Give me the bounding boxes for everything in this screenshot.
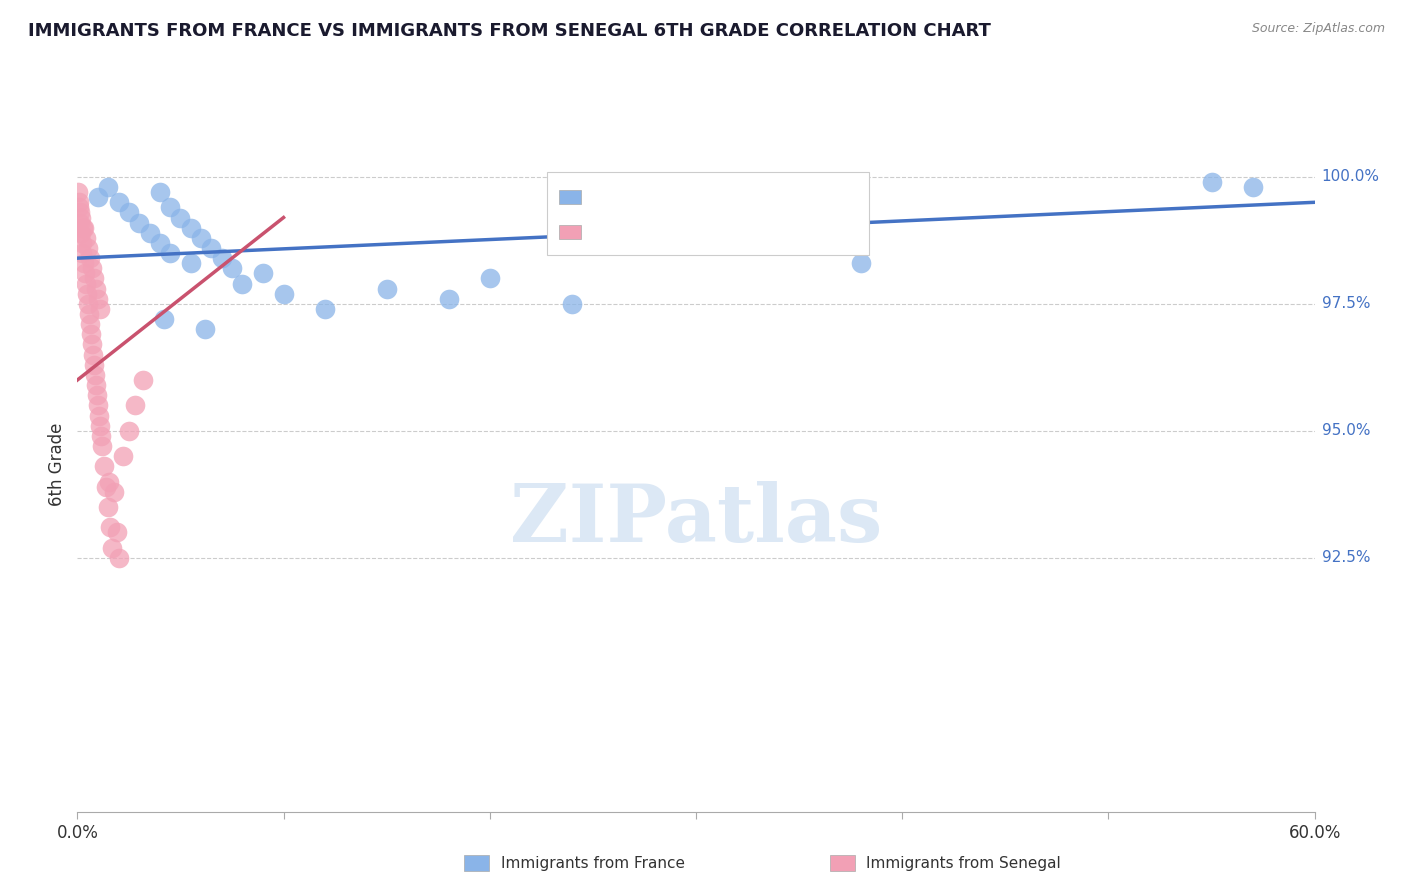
Point bbox=[124, 399, 146, 413]
Point bbox=[103, 484, 125, 499]
Point bbox=[75, 231, 97, 245]
Point bbox=[83, 368, 105, 382]
Point bbox=[97, 180, 120, 194]
Point bbox=[80, 337, 103, 351]
Point bbox=[231, 277, 253, 291]
Point bbox=[1241, 180, 1264, 194]
Point bbox=[128, 216, 150, 230]
Text: Immigrants from Senegal: Immigrants from Senegal bbox=[866, 856, 1062, 871]
Point bbox=[80, 327, 103, 342]
Point bbox=[149, 185, 172, 199]
Point bbox=[97, 500, 120, 514]
Point bbox=[67, 195, 90, 210]
Text: 95.0%: 95.0% bbox=[1322, 424, 1369, 438]
Point bbox=[67, 185, 90, 199]
Text: R = 0.299   N = 51: R = 0.299 N = 51 bbox=[592, 223, 763, 241]
Point bbox=[79, 317, 101, 331]
Point bbox=[76, 297, 98, 311]
Point bbox=[72, 220, 94, 235]
Text: ZIPatlas: ZIPatlas bbox=[510, 481, 882, 558]
Point bbox=[107, 195, 129, 210]
Point bbox=[84, 378, 107, 392]
Point bbox=[159, 246, 181, 260]
Point bbox=[69, 205, 91, 219]
Point bbox=[69, 216, 91, 230]
Text: Source: ZipAtlas.com: Source: ZipAtlas.com bbox=[1251, 22, 1385, 36]
Point bbox=[118, 205, 141, 219]
Point bbox=[72, 220, 94, 235]
Point bbox=[194, 322, 217, 336]
Point bbox=[70, 235, 93, 250]
Point bbox=[159, 200, 181, 214]
Text: 97.5%: 97.5% bbox=[1322, 296, 1369, 311]
Point bbox=[478, 271, 501, 285]
Y-axis label: 6th Grade: 6th Grade bbox=[48, 422, 66, 506]
Point bbox=[561, 297, 583, 311]
Point bbox=[75, 277, 97, 291]
Point bbox=[87, 292, 110, 306]
Point bbox=[375, 282, 398, 296]
Point bbox=[221, 261, 243, 276]
Point bbox=[96, 480, 118, 494]
Point bbox=[138, 226, 160, 240]
Point bbox=[72, 246, 94, 260]
Point bbox=[200, 241, 222, 255]
Point bbox=[72, 256, 94, 270]
Point bbox=[79, 251, 101, 265]
Point bbox=[105, 525, 128, 540]
Text: IMMIGRANTS FROM FRANCE VS IMMIGRANTS FROM SENEGAL 6TH GRADE CORRELATION CHART: IMMIGRANTS FROM FRANCE VS IMMIGRANTS FRO… bbox=[28, 22, 991, 40]
Point bbox=[97, 475, 120, 489]
Point bbox=[273, 286, 295, 301]
Point bbox=[89, 301, 111, 316]
Text: Immigrants from France: Immigrants from France bbox=[501, 856, 685, 871]
Point bbox=[437, 292, 460, 306]
Point bbox=[84, 282, 107, 296]
Point bbox=[67, 200, 90, 214]
Point bbox=[82, 348, 104, 362]
Point bbox=[252, 266, 274, 280]
Point bbox=[190, 231, 212, 245]
Point bbox=[153, 312, 176, 326]
Point bbox=[77, 307, 100, 321]
Point bbox=[118, 424, 141, 438]
Point bbox=[83, 271, 105, 285]
Point bbox=[77, 241, 100, 255]
Point bbox=[87, 409, 110, 423]
Point bbox=[132, 373, 155, 387]
Point bbox=[76, 286, 98, 301]
Point bbox=[98, 520, 121, 534]
Point bbox=[87, 190, 110, 204]
Point bbox=[180, 256, 202, 270]
Point bbox=[1201, 175, 1223, 189]
Point bbox=[73, 266, 96, 280]
Point bbox=[211, 251, 233, 265]
Point bbox=[169, 211, 191, 225]
Point bbox=[91, 439, 114, 453]
Point bbox=[107, 550, 129, 565]
Point bbox=[93, 459, 115, 474]
Point bbox=[70, 226, 93, 240]
Point bbox=[83, 358, 105, 372]
Point bbox=[89, 418, 111, 433]
Point bbox=[314, 301, 336, 316]
Text: R = 0.276   N = 30: R = 0.276 N = 30 bbox=[592, 187, 763, 206]
Point bbox=[111, 449, 134, 463]
Point bbox=[849, 256, 872, 270]
Point bbox=[149, 235, 172, 250]
Text: 100.0%: 100.0% bbox=[1322, 169, 1379, 185]
Point bbox=[87, 399, 110, 413]
Point bbox=[101, 541, 124, 555]
Point bbox=[82, 261, 104, 276]
Point bbox=[180, 220, 202, 235]
Point bbox=[86, 388, 108, 402]
Point bbox=[70, 211, 93, 225]
Point bbox=[90, 429, 112, 443]
Text: 92.5%: 92.5% bbox=[1322, 550, 1369, 566]
